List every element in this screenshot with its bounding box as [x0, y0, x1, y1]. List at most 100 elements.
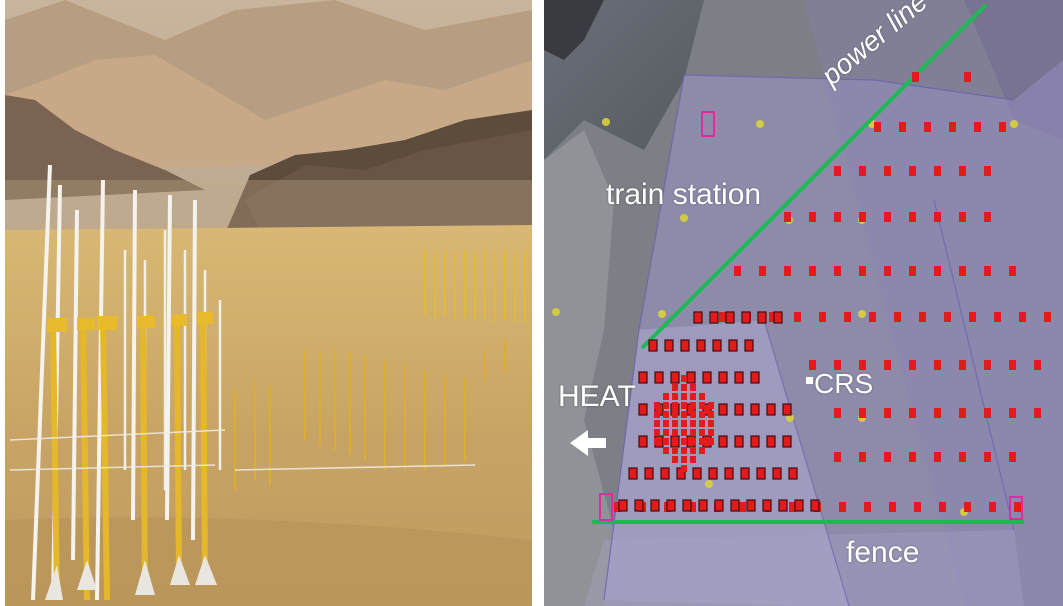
detector-square — [714, 499, 724, 512]
detector-square — [681, 411, 687, 418]
detector-square — [699, 411, 705, 418]
detector-square — [681, 420, 687, 427]
detector-square — [884, 408, 891, 418]
detector-square — [1034, 360, 1041, 370]
train-station-label: train station — [606, 178, 762, 211]
detector-square — [834, 452, 841, 462]
detector-square — [934, 166, 941, 176]
detector-square — [809, 266, 816, 276]
detector-square — [638, 371, 648, 384]
detector-square — [1009, 360, 1016, 370]
detector-square — [650, 499, 660, 512]
detector-square — [681, 429, 687, 436]
detector-square — [839, 502, 846, 512]
detector-square — [884, 452, 891, 462]
detector-square — [741, 311, 751, 324]
detector-square — [681, 402, 687, 409]
detector-square — [681, 465, 687, 472]
detector-square — [692, 467, 702, 480]
detector-square — [672, 384, 678, 391]
detector-square — [959, 166, 966, 176]
detector-square — [934, 212, 941, 222]
detector-square — [689, 502, 696, 512]
detector-square — [672, 402, 678, 409]
detector-square — [750, 403, 760, 416]
detector-square — [666, 499, 676, 512]
detector-square — [663, 393, 669, 400]
detector-square — [784, 212, 791, 222]
square-outline-marker-icon — [599, 111, 1023, 521]
detector-square — [628, 467, 638, 480]
detector-square — [672, 456, 678, 463]
detector-square — [672, 429, 678, 436]
detector-square — [924, 122, 931, 132]
detector-square — [690, 411, 696, 418]
detector-square — [949, 122, 956, 132]
detector-square — [869, 312, 876, 322]
detector-square — [859, 360, 866, 370]
detector-square — [681, 456, 687, 463]
detector-square — [699, 447, 705, 454]
detector-square — [654, 429, 660, 436]
detector-square — [663, 420, 669, 427]
detector-square — [844, 312, 851, 322]
detector-square — [648, 339, 658, 352]
detector-square — [782, 435, 792, 448]
detector-square — [914, 502, 921, 512]
detector-square — [834, 212, 841, 222]
detector-square — [999, 122, 1006, 132]
detector-square — [750, 371, 760, 384]
detector-square — [693, 311, 703, 324]
detector-square — [663, 402, 669, 409]
detector-square — [939, 502, 946, 512]
detector-square — [864, 502, 871, 512]
detector-square — [884, 360, 891, 370]
detector-square — [762, 499, 772, 512]
antenna-field-photo — [5, 0, 532, 606]
detector-square — [750, 435, 760, 448]
detector-square — [660, 467, 670, 480]
detector-square — [739, 502, 746, 512]
detector-square — [1034, 408, 1041, 418]
detector-square — [782, 403, 792, 416]
detector-square — [690, 384, 696, 391]
detector-square — [757, 311, 767, 324]
detector-square — [681, 393, 687, 400]
detector-square — [766, 403, 776, 416]
detector-square — [959, 408, 966, 418]
detector-square — [708, 429, 714, 436]
detector-square — [909, 360, 916, 370]
detector-square — [759, 266, 766, 276]
detector-square — [819, 312, 826, 322]
detector-square — [984, 166, 991, 176]
detector-square — [672, 411, 678, 418]
detector-square — [696, 339, 706, 352]
detector-square — [672, 420, 678, 427]
detector-square — [708, 467, 718, 480]
detector-square — [644, 467, 654, 480]
detector-square — [718, 371, 728, 384]
detector-square — [699, 429, 705, 436]
detector-square — [919, 312, 926, 322]
square-marker-icon — [806, 377, 813, 384]
detector-square — [663, 447, 669, 454]
detector-square — [724, 467, 734, 480]
detector-square — [959, 212, 966, 222]
power-line — [640, 3, 988, 350]
detector-square — [730, 499, 740, 512]
detector-square — [728, 339, 738, 352]
detector-square — [944, 312, 951, 322]
detector-square — [884, 166, 891, 176]
detector-square — [778, 499, 788, 512]
detector-square — [690, 447, 696, 454]
detector-square — [698, 499, 708, 512]
detector-grid — [614, 72, 1051, 512]
detector-square — [1019, 312, 1026, 322]
detector-square — [969, 312, 976, 322]
detector-square — [654, 411, 660, 418]
detector-square — [964, 502, 971, 512]
detector-square — [894, 312, 901, 322]
arrow-left-icon — [570, 430, 606, 456]
detector-square — [794, 312, 801, 322]
detector-square — [699, 438, 705, 445]
